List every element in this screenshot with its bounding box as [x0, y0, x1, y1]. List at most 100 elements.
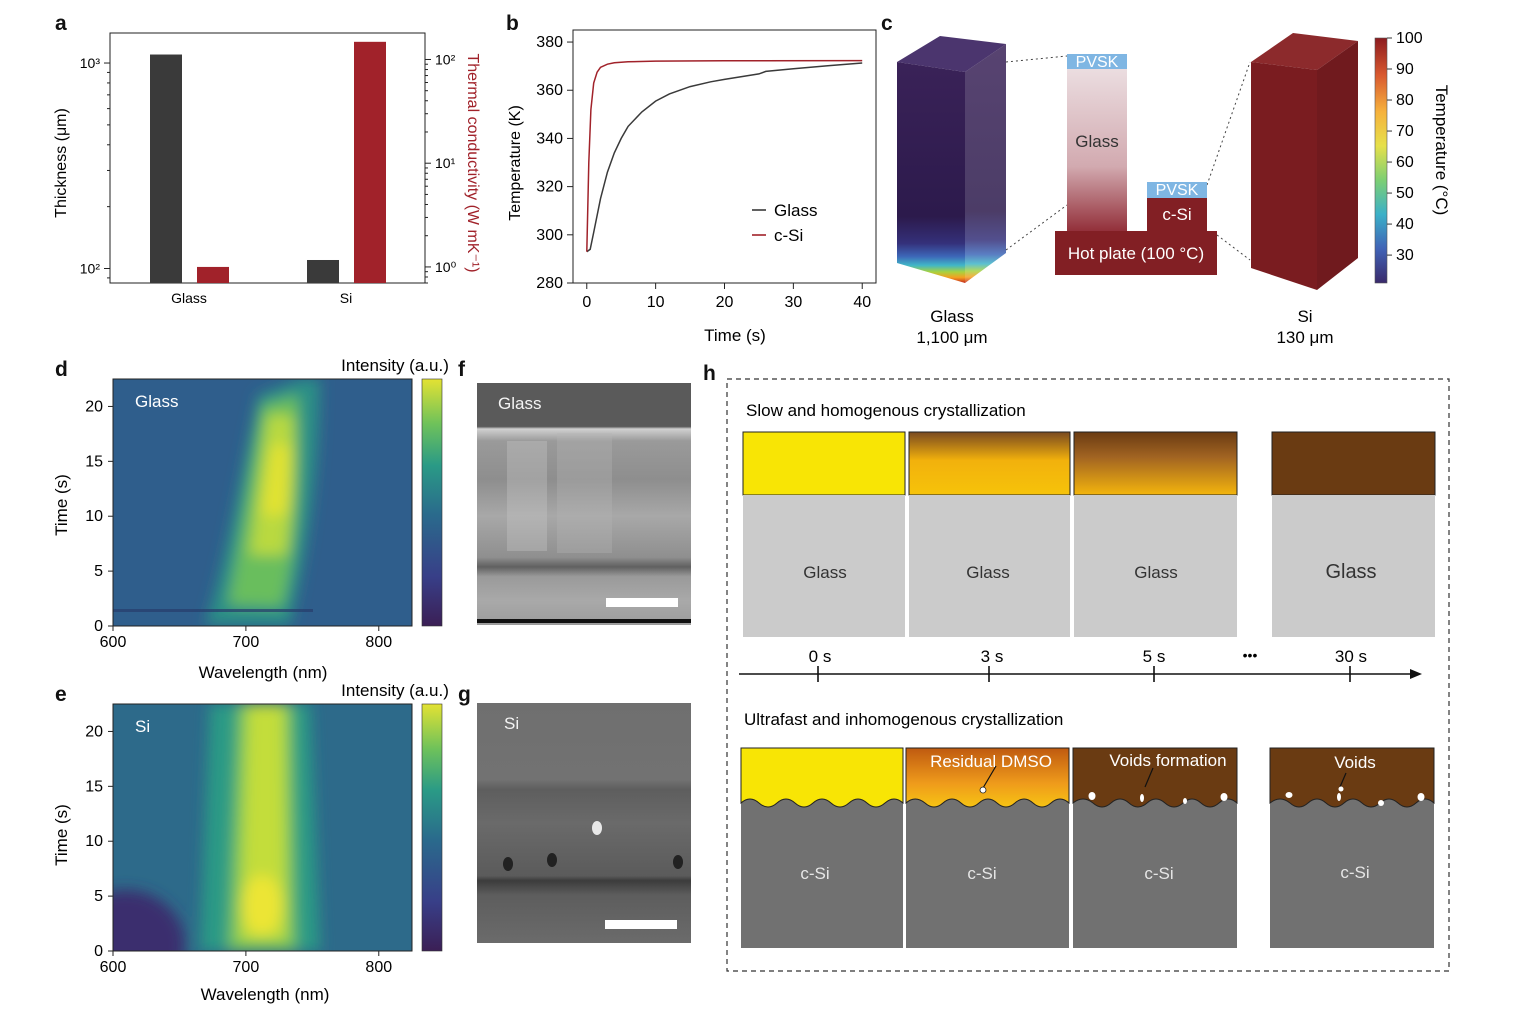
glass-block-front — [897, 62, 965, 283]
h-glass-label-5s: Glass — [1134, 563, 1177, 582]
glass-block-side — [965, 44, 1006, 283]
heatmap-e: 600 700 800 0 5 10 15 20 Si Intensity (a.u.) Wa… — [52, 681, 449, 1004]
e-colorbar — [421, 703, 443, 952]
e-inset-label: Si — [135, 717, 150, 736]
b-xtick-label: 20 — [716, 294, 734, 311]
d-artifact-line — [113, 609, 313, 612]
c-cbar-tick-label: 70 — [1396, 123, 1414, 140]
b-ytick-label: 380 — [536, 34, 563, 51]
sem-void — [547, 853, 557, 867]
h-annotation-voids-formation: Voids formation — [1109, 751, 1226, 770]
scale-bar — [606, 598, 678, 607]
c-connectors — [1005, 55, 1251, 261]
c-right-name: Si — [1297, 307, 1312, 326]
d-ytick-label: 20 — [85, 398, 103, 415]
h-bottom-title: Ultrafast and inhomogenous crystallizati… — [744, 710, 1063, 729]
a-left-tick-label: 10² — [80, 260, 101, 276]
b-ytick-label: 320 — [536, 179, 563, 196]
chart-a: Glass Si 10² 10³ 10⁰ 10¹ 10² Thickness (μm) Th… — [53, 32, 481, 306]
e-xtick-label: 800 — [365, 959, 392, 976]
h-top-substrate-5s — [1074, 495, 1237, 637]
d-inset-label: Glass — [135, 392, 178, 411]
glass-substrate-bar — [1067, 69, 1127, 231]
h-time-2: 5 s — [1143, 647, 1166, 666]
b-xtick-label: 40 — [853, 294, 871, 311]
a-bar-conductivity-glass — [197, 266, 229, 283]
d-ytick-label: 5 — [94, 563, 103, 580]
b-ylabel: Temperature (K) — [507, 105, 524, 221]
b-xtick-label: 10 — [647, 294, 665, 311]
a-plot-frame — [109, 32, 426, 284]
sem-grain — [507, 441, 547, 551]
h-csi-label-30s: c-Si — [1340, 863, 1369, 882]
h-bottom-30s — [1269, 747, 1435, 948]
si-block-top — [1251, 33, 1358, 70]
pvsk-label-si: PVSK — [1156, 182, 1199, 199]
h-top-film-30s — [1271, 431, 1436, 496]
panel-label-h: h — [703, 362, 716, 385]
d-colorbar-label: Intensity (a.u.) — [341, 356, 449, 375]
h-top-film-3s — [908, 431, 1071, 496]
c-cbar-tick-label: 60 — [1396, 154, 1414, 171]
b-xtick-label: 0 — [582, 294, 591, 311]
d-plot-frame — [112, 378, 413, 627]
panel-label-c: c — [881, 12, 893, 35]
e-ytick-label: 0 — [94, 943, 103, 960]
panel-label-f: f — [458, 358, 465, 381]
g-inset-label: Si — [504, 714, 520, 733]
h-glass-label-0s: Glass — [803, 563, 846, 582]
b-xtick-label: 30 — [784, 294, 802, 311]
h-dmso-dot — [979, 786, 987, 794]
h-voids-pointer-30s — [1339, 772, 1347, 788]
h-top-film-5s — [1073, 431, 1238, 496]
temperature-colorbar — [1374, 37, 1388, 284]
c-left-name: Glass — [930, 307, 973, 326]
sem-void — [592, 821, 602, 835]
panel-label-d: d — [55, 358, 68, 381]
h-time-3: 30 s — [1335, 647, 1367, 666]
c-left-thickness: 1,100 μm — [916, 328, 987, 347]
e-xtick-label: 700 — [233, 959, 260, 976]
c-cbar-tick-label: 90 — [1396, 61, 1414, 78]
h-bottom-0s — [740, 747, 904, 948]
chart-b: 0 10 20 30 40 280 300 320 340 360 380 Glass c-Si Tim… — [507, 29, 877, 345]
e-plot-frame — [112, 703, 413, 952]
sem-image-glass: Glass — [477, 383, 691, 625]
h-time-0: 0 s — [809, 647, 832, 666]
sem-bottom-edge — [477, 619, 691, 623]
h-top-film-0s — [742, 431, 906, 496]
e-ytick-label: 5 — [94, 888, 103, 905]
sem-void — [503, 857, 513, 871]
d-xtick-label: 600 — [100, 634, 127, 651]
b-legend-label: c-Si — [774, 226, 803, 245]
h-ellipsis: ••• — [1243, 647, 1258, 663]
a-bar-thickness-glass — [150, 54, 182, 284]
h-void-dot — [1338, 786, 1344, 792]
a-right-tick-label: 10¹ — [435, 155, 456, 171]
pvsk-layer-glass — [1067, 54, 1127, 69]
b-ytick-label: 300 — [536, 227, 563, 244]
b-xlabel: Time (s) — [704, 326, 766, 345]
d-xtick-label: 800 — [365, 634, 392, 651]
h-voids-pointer — [1144, 767, 1154, 788]
d-ytick-label: 0 — [94, 618, 103, 635]
f-inset-label: Glass — [498, 394, 542, 413]
h-glass-label-3s: Glass — [966, 563, 1009, 582]
csi-label: c-Si — [1162, 205, 1191, 224]
sem-image-si: Si — [477, 703, 691, 943]
c-cbar-tick-label: 30 — [1396, 247, 1414, 264]
b-ytick-label: 360 — [536, 82, 563, 99]
a-bar-conductivity-si — [354, 41, 386, 284]
d-ytick-label: 15 — [85, 453, 103, 470]
h-bottom-3s — [905, 747, 1070, 948]
h-csi-label-5s: c-Si — [1144, 864, 1173, 883]
panel-label-e: e — [55, 683, 67, 706]
a-xtick-si: Si — [340, 290, 352, 306]
e-heat-blobs — [113, 704, 320, 951]
c-right-thickness: 130 μm — [1276, 328, 1333, 347]
a-bar-thickness-si — [307, 259, 339, 283]
a-left-tick-label: 10³ — [80, 55, 101, 71]
h-timeline-ticks — [817, 666, 1351, 682]
h-bottom-5s — [1072, 747, 1238, 948]
